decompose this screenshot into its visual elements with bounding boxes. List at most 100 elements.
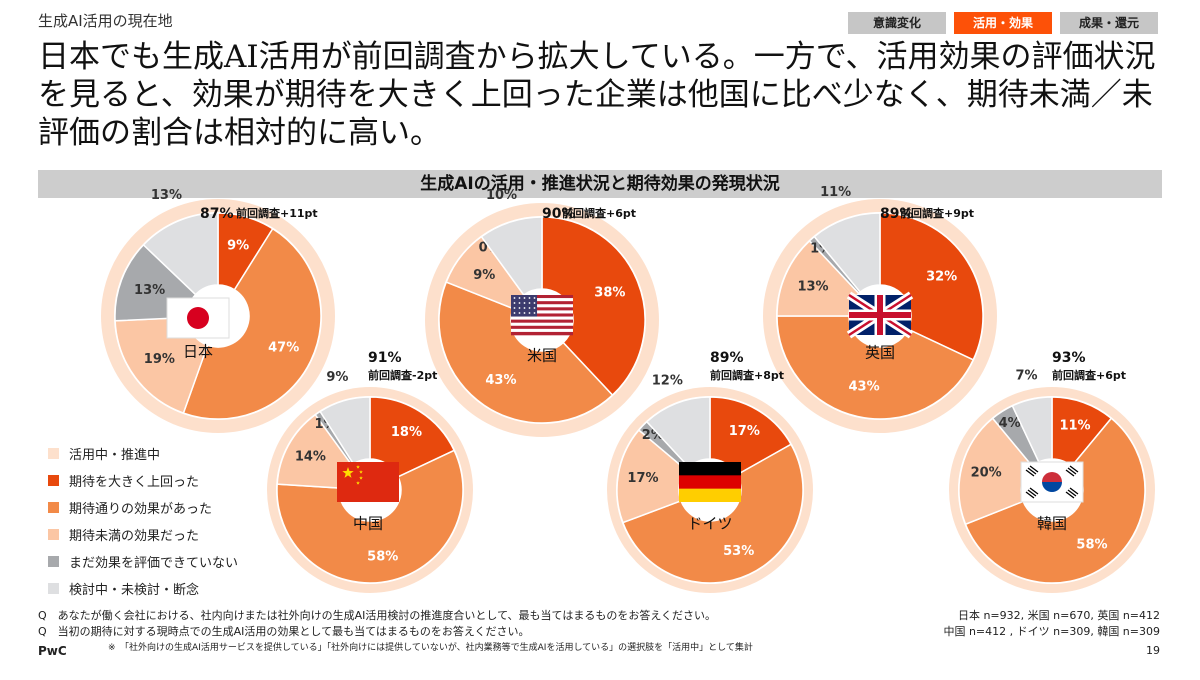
segment-label-met: 43% [849,380,880,395]
tab-usage-effect[interactable]: 活用・効果 [954,12,1052,34]
usage-percentage: 87% [200,206,234,222]
flag-us-star [513,307,516,309]
segment-label-considering: 9% [326,370,348,385]
section-label: 生成AI活用の現在地 [38,12,173,30]
segment-label-exceeded: 17% [729,424,760,439]
segment-label-below: 20% [971,466,1002,481]
flag-us-stripe [511,325,573,330]
segment-label-considering: 10% [486,188,517,203]
flag-korea-trigram [1025,465,1039,477]
headline: 日本でも生成AI活用が前回調査から拡大している。一方で、活用効果の評価状況を見る… [38,39,1156,151]
flag-korea-taegeuk-red [1042,472,1062,482]
flag-us-star [533,297,536,299]
footnote-q2: Q 当初の期待に対する現時点での生成AI活用の効果として最も当てはまるものをお答… [38,625,530,638]
flag-china [337,462,399,502]
usage-percentage: 90% [542,206,576,222]
legend-label: 検討中・未検討・断念 [69,583,200,598]
flag-us-canton [511,295,538,317]
section-tabs: 意識変化 活用・効果 成果・還元 [848,12,1158,34]
legend-item-below: 期待未満の効果だった [48,521,238,548]
flag-us-star [513,302,516,304]
flag-us-star [518,302,521,304]
flag-us-stripe [511,313,573,317]
tab-results[interactable]: 成果・還元 [1060,12,1158,34]
sample-sizes: 日本 n=932, 米国 n=670, 英国 n=412 中国 n=412 , … [943,608,1160,640]
flag-us-star [523,297,526,299]
flag-germany-gold [679,488,741,502]
flag-uk-cross-red [849,295,911,335]
segment-label-below: 9% [473,268,495,283]
legend-label: 期待を大きく上回った [69,475,200,490]
segment-label-met: 58% [1076,538,1107,553]
segment-label-not_evaluated: 4% [999,416,1021,431]
legend-label: まだ効果を評価できていない [69,556,239,571]
legend-item-not-evaluated: まだ効果を評価できていない [48,548,238,575]
footnote-q1: Q あなたが働く会社における、社内向けまたは社外向けの生成AI活用検討の推進度合… [38,609,716,622]
segment-label-exceeded: 9% [227,238,249,253]
flag-korea-trigram [1065,465,1079,477]
usage-percentage: 91% [368,350,402,366]
segment-label-below: 14% [295,450,326,465]
tab-awareness[interactable]: 意識変化 [848,12,946,34]
sample-line-1: 日本 n=932, 米国 n=670, 英国 n=412 [957,609,1160,622]
country-name: 米国 [527,347,557,365]
country-name: 中国 [353,515,383,533]
flag-us-stripe [511,319,573,323]
page-number: 19 [1146,644,1160,657]
usage-percentage: 93% [1052,350,1086,366]
flag-us-star [518,312,521,314]
country-name: 韓国 [1037,515,1067,533]
previous-survey-diff: 前回調査+6pt [562,206,636,220]
flag-us-star [523,302,526,304]
flag-us-star [533,312,536,314]
segment-label-exceeded: 32% [926,269,957,284]
segment-label-exceeded: 18% [391,425,422,440]
flag-china-star-small [356,465,360,469]
flag-us-star [523,312,526,314]
footnotes: Q あなたが働く会社における、社内向けまたは社外向けの生成AI活用検討の推進度合… [38,608,753,656]
flag-germany-red [679,475,741,489]
previous-survey-diff: 前回調査+6pt [1052,368,1126,382]
legend-item-considering: 検討中・未検討・断念 [48,575,238,602]
usage-percentage: 89% [880,206,914,222]
previous-survey-diff: 前回調査+8pt [710,368,784,382]
segment-label-not_evaluated: 13% [134,283,165,298]
flag-us-stripe [511,298,573,302]
sample-line-2: 中国 n=412 , ドイツ n=309, 韓国 n=309 [943,625,1160,638]
segment-label-met: 47% [268,340,299,355]
flag-us-star [513,297,516,299]
flag-us-stripe [511,307,573,311]
legend-swatch [48,583,59,594]
flag-china-star-large [342,467,354,478]
legend-item-usage: 活用中・推進中 [48,440,238,467]
flag-us-star [533,307,536,309]
flag-korea-taegeuk-blue [1042,482,1062,492]
legend-swatch [48,448,59,459]
flag-us-star [528,297,531,299]
legend-swatch [48,529,59,540]
legend-label: 期待通りの効果があった [69,502,213,517]
flag-us-star [518,307,521,309]
flag-us-star [533,302,536,304]
usage-percentage: 89% [710,350,744,366]
chart-title: 生成AIの活用・推進状況と期待効果の発現状況 [38,170,1162,198]
footnote-note: ※ 「社外向けの生成AI活用サービスを提供している」「社外向けには提供していない… [108,643,753,653]
flag-china-star-small [359,476,363,480]
flag-us-star [523,307,526,309]
flag-us-stripe [511,316,573,320]
legend-swatch [48,556,59,567]
segment-label-met: 53% [723,544,754,559]
previous-survey-diff: 前回調査+11pt [236,206,318,220]
segment-label-considering: 13% [151,188,182,203]
segment-label-met: 58% [367,549,398,564]
flag-us-star [528,312,531,314]
segment-label-exceeded: 11% [1059,419,1090,434]
segment-label-below: 17% [627,471,658,486]
legend-item-met: 期待通りの効果があった [48,494,238,521]
flag-germany-black [679,462,741,476]
flag-japan-sun [187,307,209,329]
flag-us-star [528,307,531,309]
flag-us-stripe [511,295,573,299]
segment-label-below: 19% [144,352,175,367]
flag-us-stripe [511,304,573,308]
